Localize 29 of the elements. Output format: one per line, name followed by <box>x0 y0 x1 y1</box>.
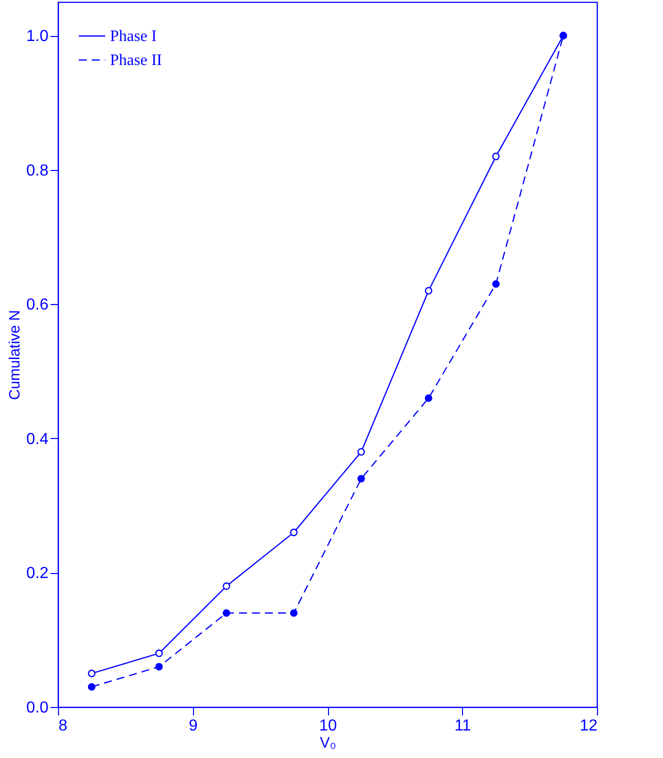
x-tick-label: 12 <box>580 718 598 734</box>
legend-label: Phase II <box>110 52 162 69</box>
y-tick-label: 1.0 <box>26 28 49 46</box>
y-tick-label: 0.8 <box>26 162 49 180</box>
point <box>88 670 96 678</box>
point <box>357 474 365 482</box>
point <box>492 280 500 288</box>
x-tick-label: 11 <box>454 718 472 734</box>
point <box>424 286 432 294</box>
point <box>290 528 298 536</box>
point <box>155 662 163 670</box>
point <box>492 152 500 160</box>
point <box>88 683 96 691</box>
point <box>357 448 365 456</box>
point <box>155 650 163 658</box>
y-axis-title: Cumulative N <box>6 310 24 400</box>
y-tick-label: 0.6 <box>26 296 49 314</box>
legend-label: Phase I <box>110 28 157 45</box>
x-tick-label: 10 <box>319 718 337 734</box>
x-tick-label: 9 <box>188 718 198 734</box>
y-tick-label: 0.0 <box>26 700 49 716</box>
point <box>424 394 432 402</box>
point <box>222 609 230 617</box>
y-tick-label: 0.4 <box>26 430 49 448</box>
x-tick-label: 8 <box>58 718 68 734</box>
point <box>290 609 298 617</box>
point <box>222 582 230 590</box>
x-axis-title: V₀ <box>320 734 336 752</box>
y-tick-label: 0.2 <box>26 565 49 582</box>
